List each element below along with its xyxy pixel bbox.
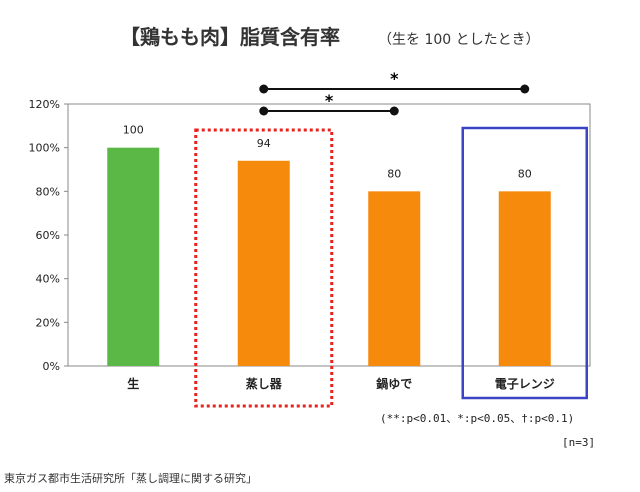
significance-label: * xyxy=(390,69,399,88)
significance-note: (**:p<0.01、*:p<0.05、†:p<0.1) xyxy=(380,412,574,425)
microwave-highlight-box xyxy=(461,126,588,400)
y-tick-label: 40% xyxy=(36,273,60,286)
significance-label: * xyxy=(325,91,334,110)
source-credit: 東京ガス都市生活研究所「蒸し調理に関する研究」 xyxy=(4,472,257,485)
y-axis: 0% 20% 40% 60% 80% 100% 120% xyxy=(29,98,68,373)
bar-value-label: 80 xyxy=(518,167,532,180)
bar xyxy=(368,191,421,366)
significance-endpoint xyxy=(389,106,399,116)
y-tick-label: 80% xyxy=(36,185,60,198)
category-label: 鍋ゆで xyxy=(376,376,412,391)
category-label: 蒸し器 xyxy=(246,376,283,391)
bars xyxy=(107,147,551,366)
y-tick-label: 100% xyxy=(29,142,60,155)
significance-brackets: ** xyxy=(259,69,530,116)
category-label: 生 xyxy=(127,376,139,391)
bar xyxy=(107,147,160,366)
y-tick-label: 120% xyxy=(29,98,60,111)
category-labels: 生 蒸し器 鍋ゆで 電子レンジ xyxy=(127,376,555,391)
highlight-boxes xyxy=(194,126,588,408)
steamer-highlight-box xyxy=(194,128,334,408)
bar-value-label: 100 xyxy=(123,124,144,137)
bar xyxy=(498,191,551,366)
bar-value-label: 80 xyxy=(387,167,401,180)
y-tick-label: 60% xyxy=(36,229,60,242)
chart-subtitle: （生を 100 としたとき） xyxy=(378,32,540,48)
significance-endpoint xyxy=(520,84,530,94)
value-labels: 100 94 80 80 xyxy=(123,124,532,181)
significance-endpoint xyxy=(259,106,269,116)
sample-size: [n=3] xyxy=(562,436,595,449)
category-label: 電子レンジ xyxy=(495,377,555,391)
y-tick-label: 20% xyxy=(36,316,60,329)
significance-endpoint xyxy=(259,84,269,94)
chart-title: 【鶏もも肉】脂質含有率 xyxy=(120,25,340,49)
bar-value-label: 94 xyxy=(257,137,271,150)
bar xyxy=(237,160,290,366)
y-tick-label: 0% xyxy=(43,360,60,373)
